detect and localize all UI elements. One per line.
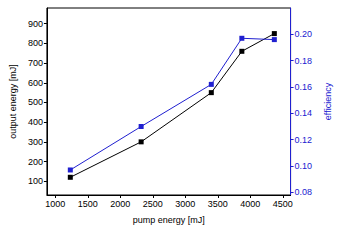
svg-text:efficiency: efficiency: [323, 82, 333, 120]
svg-text:output energy [mJ]: output energy [mJ]: [8, 64, 18, 139]
svg-text:300: 300: [28, 137, 43, 147]
svg-text:700: 700: [28, 58, 43, 68]
svg-text:4500: 4500: [273, 199, 293, 209]
svg-text:800: 800: [28, 38, 43, 48]
svg-text:200: 200: [28, 157, 43, 167]
svg-text:pump energy [mJ]: pump energy [mJ]: [133, 215, 205, 225]
svg-text:1000: 1000: [45, 199, 65, 209]
svg-text:0.16: 0.16: [295, 82, 313, 92]
svg-text:2500: 2500: [143, 199, 163, 209]
svg-text:0.14: 0.14: [295, 108, 313, 118]
svg-text:3000: 3000: [175, 199, 195, 209]
svg-text:1500: 1500: [78, 199, 98, 209]
svg-text:600: 600: [28, 78, 43, 88]
svg-text:900: 900: [28, 19, 43, 29]
svg-text:0.20: 0.20: [295, 29, 313, 39]
svg-text:0.08: 0.08: [295, 187, 313, 197]
svg-text:3500: 3500: [208, 199, 228, 209]
svg-text:0.10: 0.10: [295, 161, 313, 171]
svg-text:100: 100: [28, 176, 43, 186]
svg-text:500: 500: [28, 97, 43, 107]
svg-text:4000: 4000: [240, 199, 260, 209]
svg-text:0.18: 0.18: [295, 56, 313, 66]
svg-text:400: 400: [28, 117, 43, 127]
svg-text:2000: 2000: [110, 199, 130, 209]
svg-text:0.12: 0.12: [295, 135, 313, 145]
